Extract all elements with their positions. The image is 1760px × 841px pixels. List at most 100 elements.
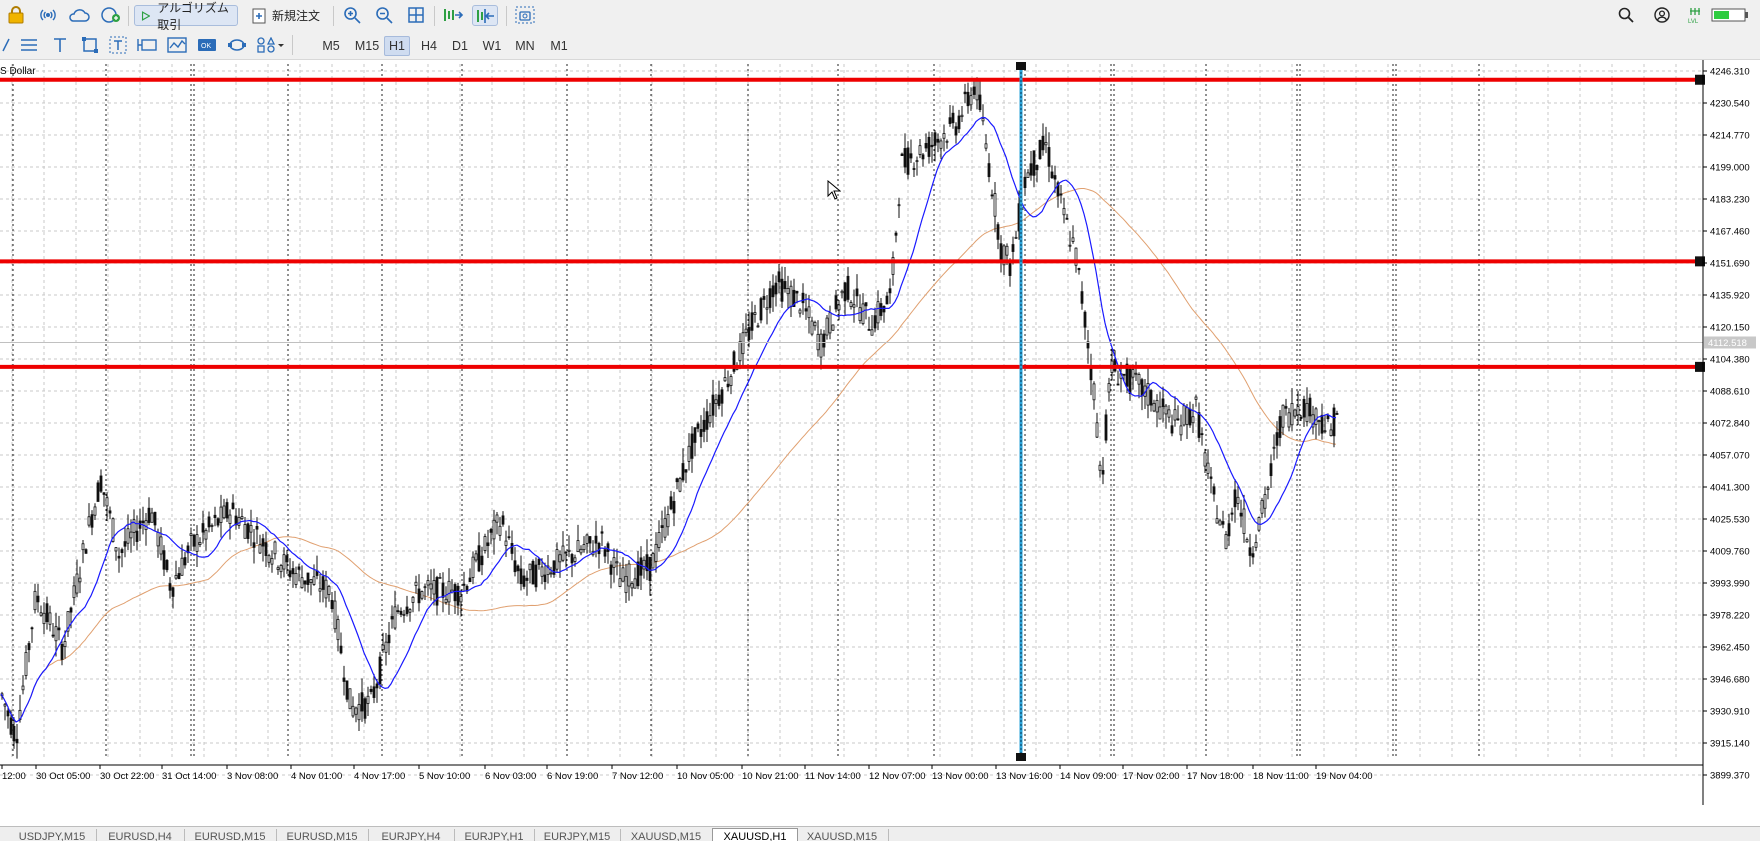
chart-object-icon[interactable] — [164, 30, 190, 59]
candle-body — [387, 634, 391, 644]
candle-body — [366, 695, 370, 704]
candle-body — [459, 596, 463, 603]
candle-body — [531, 560, 535, 585]
button-object-icon[interactable]: OK — [194, 30, 220, 59]
chart-tab[interactable]: EURUSD,M15 — [276, 829, 369, 841]
timeframe-m15-button[interactable]: M15 — [354, 39, 380, 53]
tile-windows-icon[interactable] — [404, 0, 428, 30]
screenshot-icon[interactable] — [512, 0, 538, 30]
search-icon[interactable] — [1614, 0, 1638, 30]
candle-body — [1188, 408, 1192, 426]
timeframe-m1-button[interactable]: M1 — [550, 39, 568, 53]
candle-body — [1155, 399, 1159, 413]
time-tick-label: 13 Nov 00:00 — [932, 771, 989, 782]
time-tick-label: 17 Nov 18:00 — [1187, 771, 1244, 782]
candle-body — [579, 548, 583, 554]
candle-body — [276, 567, 280, 570]
candle-body — [708, 415, 712, 424]
candle-body — [729, 376, 733, 386]
candle-body — [1197, 412, 1201, 438]
candle-body — [1077, 267, 1081, 271]
zoom-out-icon[interactable] — [372, 0, 396, 30]
candle-body — [870, 329, 874, 336]
timeframe-mn-button[interactable]: MN — [515, 39, 535, 53]
account-icon[interactable] — [1650, 0, 1674, 30]
battery-icon — [1710, 0, 1750, 30]
timeframe-h1-button[interactable]: H1 — [384, 36, 410, 56]
chart-tab[interactable]: EURJPY,H1 — [454, 829, 535, 841]
algo-trading-button[interactable]: アルゴリズム取引 — [134, 1, 238, 32]
timeframe-h4-button[interactable]: H4 — [421, 39, 437, 53]
candle-body — [462, 583, 466, 586]
candle-body — [141, 520, 145, 524]
candle-body — [1041, 135, 1045, 151]
candle-body — [741, 332, 745, 355]
candle-body — [99, 475, 103, 492]
candle-body — [924, 143, 928, 149]
price-tick-label: 4214.770 — [1710, 131, 1750, 142]
candle-body — [657, 532, 661, 548]
chart-tab[interactable]: XAUUSD,M15 — [796, 829, 889, 841]
chart-tab[interactable]: EURUSD,M15 — [184, 829, 277, 841]
candle-body — [903, 148, 907, 168]
chart-tab[interactable]: EURJPY,M15 — [534, 829, 621, 841]
candle-body — [1056, 182, 1060, 197]
symbol-label: S Dollar — [0, 66, 36, 77]
chart-tab[interactable]: EURUSD,H4 — [96, 829, 185, 841]
timeframe-d1-button[interactable]: D1 — [452, 39, 468, 53]
new-order-button[interactable]: 新規注文 — [246, 5, 328, 26]
candle-body — [81, 543, 85, 551]
chart-shift-icon[interactable] — [472, 5, 498, 26]
candle-body — [75, 573, 79, 594]
more-shapes-dropdown-icon[interactable] — [254, 30, 286, 59]
candle-body — [1284, 406, 1288, 409]
candle-body — [744, 328, 748, 334]
candle-body — [1023, 176, 1027, 188]
market-lock-icon[interactable] — [4, 0, 28, 30]
chart-tab[interactable]: XAUUSD,M15 — [620, 829, 713, 841]
candle-body — [615, 561, 619, 564]
cloud-icon[interactable] — [66, 0, 92, 30]
text-label-tool-icon[interactable] — [106, 30, 130, 59]
candle-body — [699, 429, 703, 437]
zoom-in-icon[interactable] — [340, 0, 364, 30]
shapes-tool-icon[interactable] — [224, 30, 250, 59]
price-chart[interactable]: 4246.310 4230.540 4214.770 4199.000 4183.230… — [0, 60, 1760, 805]
connection-signal-icon[interactable]: LVL — [1684, 0, 1706, 30]
candle-body — [825, 317, 829, 336]
candle-body — [345, 680, 349, 700]
candle-body — [777, 271, 781, 283]
candle-body — [1065, 217, 1069, 220]
candle-body — [687, 445, 691, 462]
candle-body — [1236, 496, 1240, 504]
time-tick-label: 12:00 — [2, 771, 26, 782]
candle-body — [45, 603, 49, 623]
auto-scroll-icon[interactable] — [440, 0, 466, 30]
horizontal-line-tool-icon[interactable] — [16, 30, 42, 59]
candle-body — [402, 613, 406, 616]
signal-icon[interactable] — [36, 0, 60, 30]
candle-body — [1179, 425, 1183, 436]
chart-tab[interactable]: XAUUSD,H1 — [712, 828, 798, 841]
cursor-line-icon[interactable] — [0, 30, 12, 59]
candle-body — [1131, 369, 1135, 378]
vps-icon[interactable] — [98, 0, 124, 30]
timeframe-w1-button[interactable]: W1 — [482, 39, 502, 53]
text-tool-icon[interactable] — [48, 30, 72, 59]
price-tick-label: 3899.370 — [1710, 771, 1750, 782]
chart-tab[interactable]: USDJPY,M15 — [8, 829, 97, 841]
chart-canvas[interactable]: 4246.310 4230.540 4214.770 4199.000 4183.230… — [0, 60, 1760, 805]
candle-body — [1335, 413, 1339, 415]
separator — [333, 6, 334, 26]
price-label-tool-icon[interactable] — [134, 30, 160, 59]
candle-body — [1086, 341, 1090, 349]
candle-body — [801, 292, 805, 304]
candle-body — [516, 565, 520, 572]
chart-tab[interactable]: EURJPY,H4 — [368, 829, 455, 841]
candle-body — [702, 419, 706, 432]
timeframe-m5-button[interactable]: M5 — [322, 39, 340, 53]
candle-body — [1260, 499, 1264, 514]
rectangle-tool-icon[interactable] — [78, 30, 102, 59]
candle-body — [927, 136, 931, 157]
separator — [506, 6, 507, 26]
